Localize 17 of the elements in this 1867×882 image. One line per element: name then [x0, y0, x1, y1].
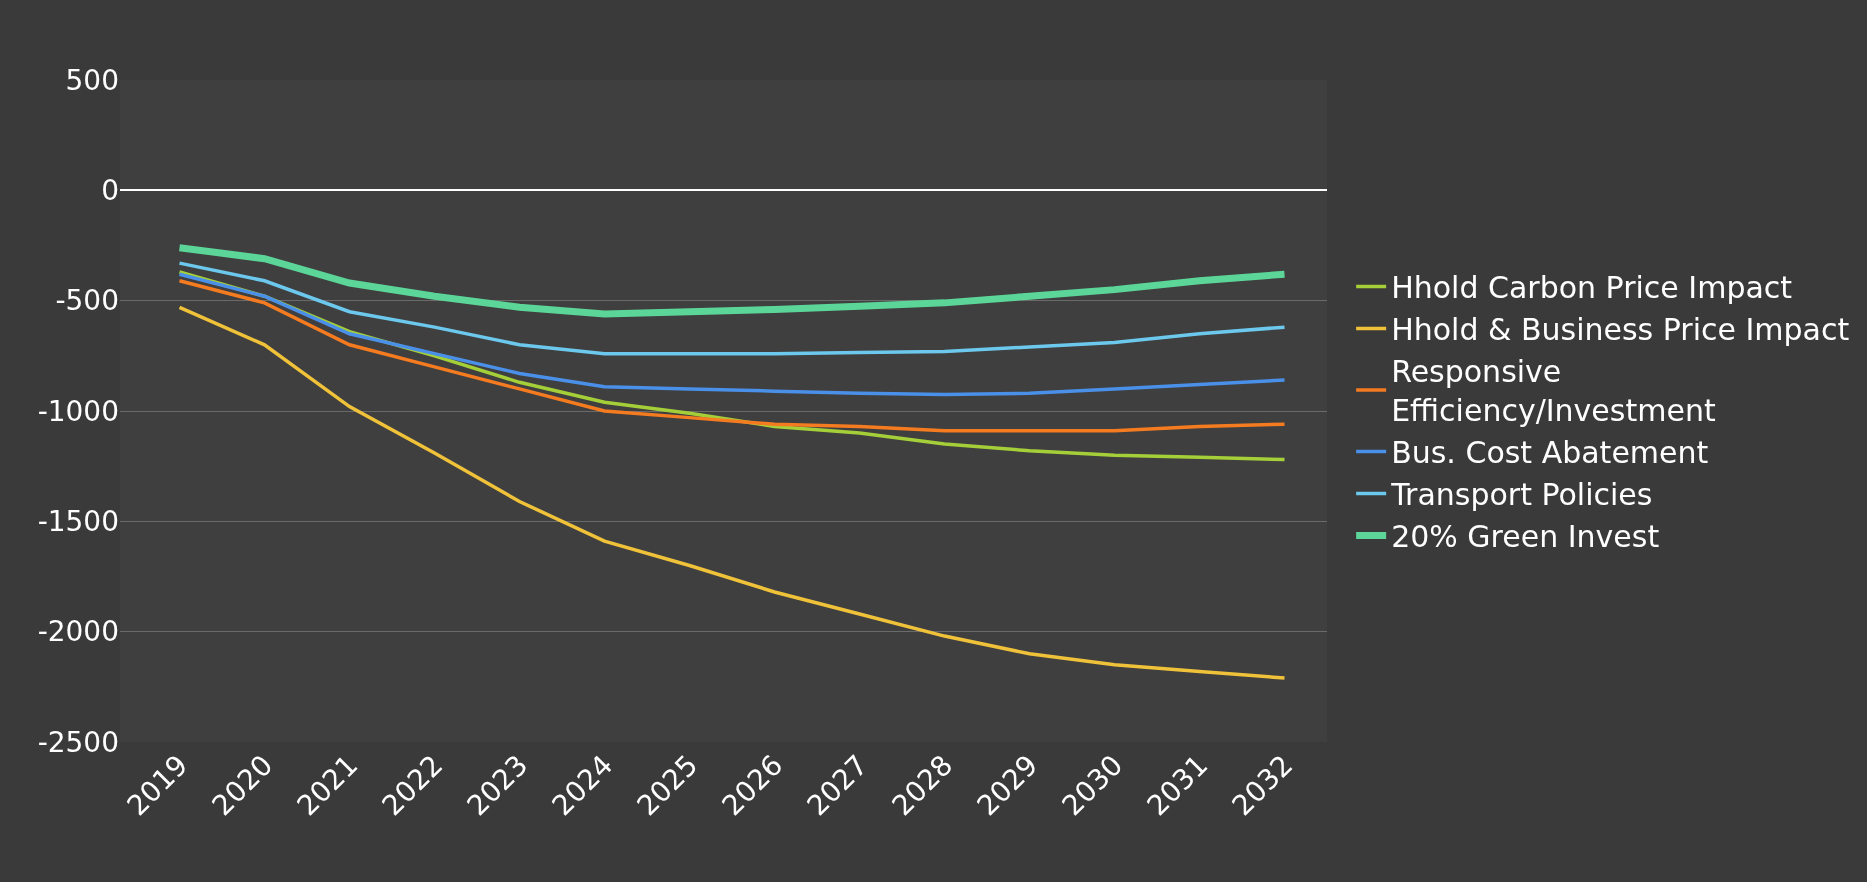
line-series: [177, 305, 1287, 680]
legend-label: 20% Green Invest: [1391, 519, 1660, 555]
legend-label: Responsive Efficiency/Investment: [1391, 354, 1716, 429]
line-series: [177, 279, 1287, 433]
y-tick-label: 0: [101, 174, 119, 208]
legend-label: Transport Policies: [1390, 477, 1653, 513]
y-tick-label: -2000: [37, 615, 119, 649]
y-tick-label: -1500: [37, 505, 119, 539]
y-tick-label: -1000: [37, 394, 119, 428]
legend-label: Hhold Carbon Price Impact: [1391, 270, 1793, 306]
line-series: [177, 272, 1287, 397]
y-tick-label: -500: [55, 284, 119, 318]
y-tick-label: 500: [65, 63, 119, 97]
y-tick-label: -2500: [37, 725, 119, 759]
legend-label: Bus. Cost Abatement: [1391, 435, 1709, 471]
legend-label: Hhold & Business Price Impact: [1391, 312, 1850, 348]
line-series: [177, 261, 1287, 356]
